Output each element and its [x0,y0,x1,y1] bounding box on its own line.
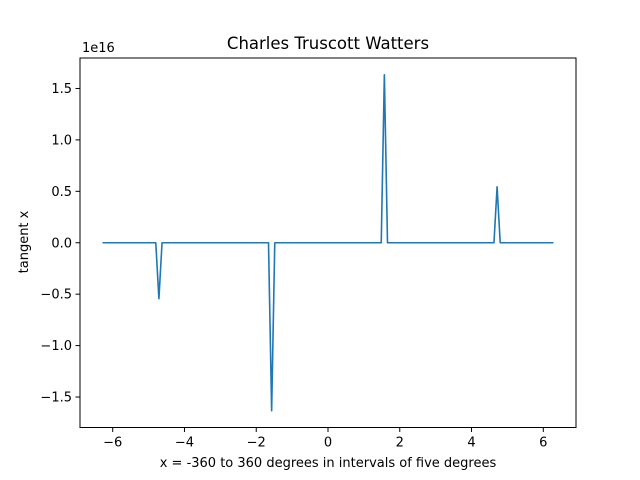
series-line-0 [102,74,554,412]
x-tick-label: 0 [324,436,332,451]
y-tick-label: 1.0 [51,133,72,148]
y-offset-label: 1e16 [82,41,115,56]
chart-title: Charles Truscott Watters [227,34,429,53]
y-tick-label: −0.5 [40,288,72,303]
x-tick-label: −2 [247,436,266,451]
y-tick-label: 0.0 [51,236,72,251]
x-tick-label: 6 [539,436,547,451]
axis-ticks: −6 −4 −2 0 2 4 6 −1.5 −1.0 −0.5 0.0 0.5 1.0 1.5 [40,82,547,451]
y-tick-label: −1.0 [40,339,72,354]
y-axis-label: tangent x [17,210,32,273]
y-tick-label: 1.5 [51,82,72,97]
plot-frame [79,57,577,428]
x-tick-label: −6 [103,436,122,451]
y-tick-label: 0.5 [51,185,72,200]
x-tick-label: −4 [175,436,194,451]
x-tick-label: 2 [396,436,404,451]
x-axis-label: x = -360 to 360 degrees in intervals of … [160,456,497,471]
y-tick-label: −1.5 [40,391,72,406]
plot-area [102,74,554,412]
x-tick-label: 4 [467,436,475,451]
